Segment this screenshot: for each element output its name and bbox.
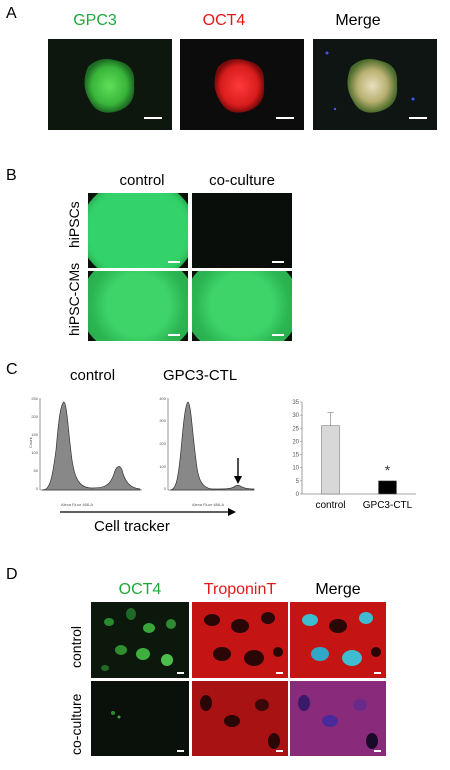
ytick: 200 xyxy=(31,414,38,419)
x-axis-title: Alexa Fluor 488-A xyxy=(192,502,224,507)
cell-tracker-arrow xyxy=(60,508,236,516)
row-label-control-d: control xyxy=(68,625,84,668)
well xyxy=(88,193,188,268)
well xyxy=(88,271,188,341)
panel-b-label: B xyxy=(6,167,17,184)
y-tick-label: 10 xyxy=(292,466,299,472)
ytick: 300 xyxy=(159,418,166,423)
y-tick-label: 20 xyxy=(292,439,299,445)
histogram-control: 250 200 150 100 50 0 Count Alexa Fluor 4… xyxy=(28,396,142,507)
merge-colony xyxy=(325,51,415,113)
y-tick-label: 5 xyxy=(296,479,300,485)
merge-tissue-2 xyxy=(298,695,378,749)
gpc3-image xyxy=(48,39,172,130)
cms-control-image xyxy=(88,271,188,341)
troponin-tissue xyxy=(204,612,283,666)
category-label: GPC3-CTL xyxy=(363,500,413,511)
ytick: 0 xyxy=(36,486,39,491)
oct4-colony xyxy=(214,59,265,113)
hist-title-control: control xyxy=(70,367,116,384)
bar-chart: 0 5 10 15 20 25 30 35 control GPC3-CTL * xyxy=(292,400,416,511)
oct4-nuclei xyxy=(101,608,176,671)
ytick: 400 xyxy=(159,396,166,401)
ytick: 150 xyxy=(31,432,38,437)
oct4-control-image xyxy=(91,602,189,678)
ytick: 250 xyxy=(31,396,38,401)
merge-coculture-image xyxy=(290,681,386,756)
troponin-tissue-2 xyxy=(200,695,280,749)
scale-bar xyxy=(177,750,184,752)
ytick: 50 xyxy=(34,468,39,473)
merge-control-image xyxy=(290,602,386,678)
scale-bar xyxy=(276,117,294,119)
scale-bar xyxy=(168,261,180,263)
gpc3-header: GPC3 xyxy=(73,12,117,29)
hist-title-gpc3: GPC3-CTL xyxy=(163,367,238,384)
well xyxy=(192,271,292,341)
ytick: 100 xyxy=(31,450,38,455)
gpc3-colony xyxy=(84,59,135,113)
hipscs-control-image xyxy=(88,193,188,268)
y-tick-label: 0 xyxy=(296,492,300,498)
histogram-gpc3: 400 300 200 100 0 Alexa Fluor 488-A xyxy=(159,396,255,507)
oct4-sparse xyxy=(111,711,121,719)
ytick: 200 xyxy=(159,441,166,446)
scale-bar xyxy=(177,672,184,674)
y-axis-title: Count xyxy=(28,436,33,448)
bar-GPC3-CTL xyxy=(378,480,397,495)
scale-bar xyxy=(409,117,427,119)
scale-bar xyxy=(276,750,283,752)
oct4-coculture-image xyxy=(91,681,189,756)
scale-bar xyxy=(272,334,284,336)
scale-bar xyxy=(272,261,284,263)
control-header: control xyxy=(119,172,165,189)
row-label-hipsc-cms: hiPSC-CMs xyxy=(66,262,82,336)
oct4-header-d: OCT4 xyxy=(118,581,162,598)
merge-header-d: Merge xyxy=(315,581,361,598)
merge-image xyxy=(313,39,437,130)
troponint-coculture-image xyxy=(192,681,288,756)
panel-c-label: C xyxy=(6,361,18,378)
y-tick-label: 15 xyxy=(292,453,299,459)
panel-a-label: A xyxy=(6,5,17,22)
significance-star: * xyxy=(385,462,391,478)
scale-bar xyxy=(374,672,381,674)
scale-bar xyxy=(144,117,162,119)
cell-tracker-label: Cell tracker xyxy=(94,518,170,535)
merge-header: Merge xyxy=(335,12,381,29)
y-tick-label: 25 xyxy=(292,426,299,432)
row-label-coculture-d: co-culture xyxy=(68,693,84,755)
y-tick-label: 35 xyxy=(292,400,299,406)
hipscs-coculture-image xyxy=(192,193,292,268)
merge-tissue xyxy=(302,612,381,666)
ytick: 0 xyxy=(164,486,167,491)
bar-control xyxy=(321,425,340,495)
panel-d-label: D xyxy=(6,566,18,583)
category-label: control xyxy=(315,500,345,511)
row-label-hipscs: hiPSCs xyxy=(66,201,82,248)
scale-bar xyxy=(276,672,283,674)
cms-coculture-image xyxy=(192,271,292,341)
troponint-control-image xyxy=(192,602,288,678)
ytick: 100 xyxy=(159,464,166,469)
scale-bar xyxy=(168,334,180,336)
scale-bar xyxy=(374,750,381,752)
troponint-header: TroponinT xyxy=(203,581,277,598)
co-culture-header: co-culture xyxy=(209,172,275,189)
y-tick-label: 30 xyxy=(292,413,299,419)
oct4-image xyxy=(180,39,304,130)
x-axis-title: Alexa Fluor 488-A xyxy=(61,502,93,507)
oct4-header: OCT4 xyxy=(202,12,246,29)
